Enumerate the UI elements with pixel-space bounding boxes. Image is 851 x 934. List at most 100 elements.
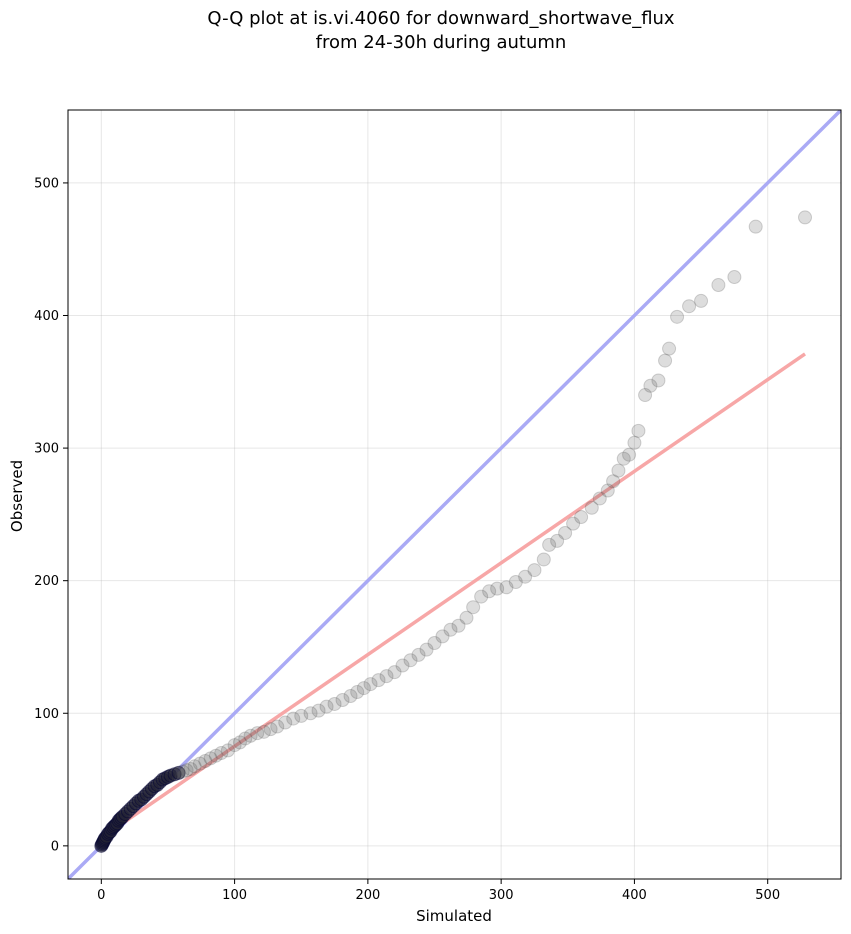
qq-point [711, 278, 726, 293]
qq-point [638, 388, 653, 403]
qq-point [611, 463, 626, 478]
qq-point [508, 575, 523, 590]
qq-point [232, 735, 247, 750]
qq-point [363, 677, 378, 692]
qq-point [622, 447, 637, 462]
qq-point [171, 765, 186, 780]
qq-point [427, 635, 442, 650]
qq-point [203, 751, 218, 766]
qq-point [227, 738, 242, 753]
grid [68, 110, 841, 879]
data-points [94, 210, 813, 853]
qq-point [651, 373, 666, 388]
qq-point [250, 726, 265, 741]
qq-point [319, 699, 334, 714]
qq-point [527, 563, 542, 578]
qq-point [411, 647, 426, 662]
qq-point [451, 618, 466, 633]
qq-point [574, 510, 589, 525]
y-tick-label: 0 [51, 839, 59, 854]
qq-point [474, 589, 489, 604]
qq-point [343, 689, 358, 704]
qq-point [499, 580, 514, 595]
qq-point [335, 693, 350, 708]
fit-line [100, 352, 807, 840]
qq-point [670, 309, 685, 324]
y-tick-label: 500 [34, 176, 59, 191]
plot-frame [67, 109, 842, 880]
qq-point [278, 715, 293, 730]
qq-point [542, 537, 557, 552]
qq-point [435, 629, 450, 644]
x-tick-label: 400 [622, 888, 647, 903]
x-tick-label: 200 [355, 888, 380, 903]
qq-point [694, 293, 709, 308]
qq-point [303, 706, 318, 721]
qq-point [192, 756, 207, 771]
qq-point [606, 474, 621, 489]
x-tick-label: 500 [755, 888, 780, 903]
qq-point [592, 491, 607, 506]
axis-ticks: 0 100 200 300 400 500 0 100 200 300 400 500 [34, 176, 780, 903]
y-tick-label: 200 [34, 574, 59, 589]
qq-point [198, 753, 213, 768]
qq-point [558, 525, 573, 540]
y-tick-label: 400 [34, 309, 59, 324]
identity-line [68, 110, 841, 879]
qq-point [798, 210, 813, 225]
x-tick-label: 100 [222, 888, 247, 903]
qq-point [356, 681, 371, 696]
chart-title-line-2: from 24-30h during autumn [316, 32, 567, 53]
qq-point [175, 764, 190, 779]
x-axis-label: Simulated [416, 907, 492, 925]
qq-point [550, 533, 565, 548]
qq-point [243, 728, 258, 743]
qq-point [208, 748, 223, 763]
qq-point [727, 270, 742, 285]
qq-point [662, 341, 677, 356]
qq-point [395, 658, 410, 673]
qq-point [263, 722, 278, 737]
y-tick-label: 300 [34, 442, 59, 457]
qq-point [256, 724, 271, 739]
qq-point [419, 642, 434, 657]
qq-point [518, 569, 533, 584]
qq-point [327, 696, 342, 711]
qq-point [371, 673, 386, 688]
qq-point [459, 610, 474, 625]
qq-point [482, 584, 497, 599]
qq-point [466, 600, 481, 615]
chart-title-line-1: Q-Q plot at is.vi.4060 for downward_shor… [207, 8, 675, 29]
qq-point [443, 622, 458, 637]
qq-point [631, 423, 646, 438]
qq-point [179, 763, 194, 778]
qq-point [627, 435, 642, 450]
qq-point [183, 761, 198, 776]
qq-point [214, 746, 229, 761]
y-tick-label: 100 [34, 707, 59, 722]
qq-point [600, 483, 615, 498]
qq-point [387, 665, 402, 680]
qq-point [270, 719, 285, 734]
qq-point [220, 743, 235, 758]
qq-point [286, 711, 301, 726]
qq-point [584, 500, 599, 515]
qq-point [238, 731, 253, 746]
x-tick-label: 0 [97, 888, 105, 903]
qq-point [187, 759, 202, 774]
qq-point [350, 685, 365, 700]
qq-point [748, 219, 763, 234]
qq-point [294, 708, 309, 723]
qq-point [536, 552, 551, 567]
qq-point [490, 581, 505, 596]
qq-point [311, 703, 326, 718]
qq-point [658, 353, 673, 368]
qq-point [379, 669, 394, 684]
x-tick-label: 300 [489, 888, 514, 903]
qq-point [682, 299, 697, 314]
qq-point [643, 378, 658, 393]
qq-point [403, 653, 418, 668]
qq-point [566, 516, 581, 531]
y-axis-label: Observed [8, 460, 26, 532]
